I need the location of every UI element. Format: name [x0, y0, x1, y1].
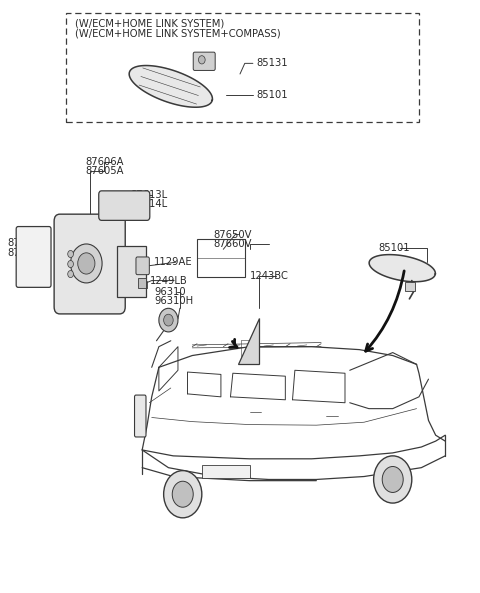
Text: 87650V: 87650V — [214, 229, 252, 240]
Circle shape — [68, 250, 73, 257]
Bar — [405, 282, 415, 291]
Text: 85101: 85101 — [257, 90, 288, 100]
Text: 85101: 85101 — [378, 243, 410, 253]
Circle shape — [71, 244, 102, 283]
Text: 1129AE: 1129AE — [154, 257, 193, 267]
Text: 87660V: 87660V — [214, 239, 252, 249]
Text: 96310H: 96310H — [154, 296, 193, 306]
Circle shape — [68, 270, 73, 278]
Polygon shape — [369, 254, 435, 282]
FancyBboxPatch shape — [117, 246, 146, 296]
FancyBboxPatch shape — [16, 227, 51, 288]
Text: 87606A: 87606A — [85, 157, 123, 167]
FancyBboxPatch shape — [136, 257, 149, 275]
Bar — [66, 13, 419, 122]
Text: 85131: 85131 — [257, 58, 288, 68]
Text: 1249LB: 1249LB — [150, 276, 188, 286]
Text: 87624B: 87624B — [7, 248, 46, 258]
FancyBboxPatch shape — [138, 278, 146, 288]
FancyBboxPatch shape — [193, 52, 215, 71]
Circle shape — [172, 482, 193, 507]
Text: 96310: 96310 — [154, 287, 186, 296]
Circle shape — [78, 253, 95, 274]
Text: (W/ECM+HOME LINK SYSTEM+COMPASS): (W/ECM+HOME LINK SYSTEM+COMPASS) — [75, 29, 281, 39]
Text: 1243BC: 1243BC — [250, 271, 288, 281]
Circle shape — [164, 471, 202, 518]
Text: 87613L: 87613L — [130, 190, 168, 200]
Circle shape — [159, 308, 178, 332]
Text: (W/ECM+HOME LINK SYSTEM): (W/ECM+HOME LINK SYSTEM) — [75, 18, 225, 28]
Circle shape — [199, 56, 205, 64]
Circle shape — [373, 456, 412, 503]
FancyBboxPatch shape — [54, 214, 125, 314]
Bar — [197, 239, 245, 278]
Polygon shape — [238, 318, 259, 364]
Text: 87605A: 87605A — [85, 167, 123, 176]
Bar — [202, 465, 250, 478]
Circle shape — [68, 260, 73, 267]
FancyBboxPatch shape — [99, 191, 150, 221]
Polygon shape — [129, 66, 213, 107]
Circle shape — [164, 314, 173, 326]
Circle shape — [382, 467, 403, 492]
Text: 87623A: 87623A — [7, 238, 46, 248]
Text: 87614L: 87614L — [130, 199, 168, 209]
FancyBboxPatch shape — [134, 395, 146, 437]
